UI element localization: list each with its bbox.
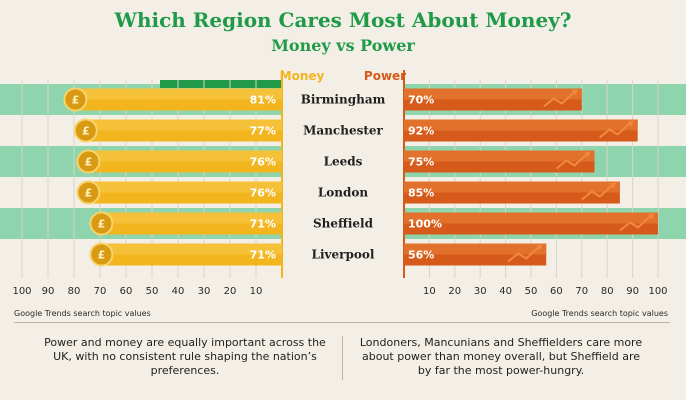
power-value-label: 85% (408, 187, 434, 200)
arrow-up-icon-head (609, 182, 616, 189)
right-axis-tick: 100 (648, 286, 667, 297)
left-axis-tick: 30 (198, 286, 211, 297)
arrow-up-icon-head (584, 151, 591, 158)
money-bar-highlight (84, 181, 283, 193)
city-label: Birmingham (301, 93, 386, 107)
right-axis-tick: 40 (499, 286, 512, 297)
chart-title: Which Region Cares Most About Money? (114, 8, 572, 32)
pound-coin-icon (89, 242, 114, 267)
arrow-up-icon-head (627, 120, 634, 127)
power-bar-highlight (404, 119, 638, 131)
arrow-up-icon (581, 184, 613, 201)
money-vs-power-chart: £ £ £ £ £ £ Money Power 81% 70% Birmingham 77% 92% M… (0, 69, 686, 318)
city-label: Leeds (324, 155, 363, 169)
power-value-label: 75% (408, 156, 434, 169)
arrow-up-icon-head (536, 244, 543, 251)
power-bar-highlight (404, 150, 595, 162)
arrow-up-icon (507, 246, 539, 263)
power-bar-highlight (404, 243, 547, 255)
power-value-label: 92% (408, 125, 434, 138)
city-label: Liverpool (312, 248, 375, 262)
right-axis-tick: 90 (626, 286, 639, 297)
chart-subtitle: Money vs Power (271, 36, 415, 55)
footer-divider (14, 322, 670, 323)
power-bar-highlight (404, 88, 582, 100)
pound-coin-glyph: £ (72, 94, 80, 107)
pound-coin-icon (76, 180, 101, 205)
power-value-label: 100% (408, 218, 442, 231)
right-axis-tick: 20 (448, 286, 461, 297)
footer-text-left: Power and money are equally important ac… (44, 336, 326, 377)
pound-coin-glyph: £ (85, 187, 93, 200)
power-value-label: 70% (408, 94, 434, 107)
right-axis-tick: 10 (423, 286, 436, 297)
arrow-up-icon (543, 91, 575, 108)
left-axis-tick: 20 (224, 286, 237, 297)
pound-coin-glyph: £ (85, 156, 93, 169)
footer (0, 320, 686, 400)
footer-text-right: Londoners, Mancunians and Sheffielders c… (359, 336, 643, 377)
left-axis-tick: 90 (42, 286, 55, 297)
money-bar-highlight (81, 119, 282, 131)
money-bar-highlight (97, 212, 283, 224)
left-axis-label: Google Trends search topic values (14, 309, 151, 318)
right-axis-tick: 80 (601, 286, 614, 297)
left-axis-tick: 10 (250, 286, 263, 297)
pound-coin-icon (89, 211, 114, 236)
right-axis-tick: 60 (550, 286, 563, 297)
power-value-label: 56% (408, 249, 434, 262)
money-legend: Money (280, 69, 325, 83)
right-axis-label: Google Trends search topic values (531, 309, 668, 318)
left-axis-tick: 80 (68, 286, 81, 297)
center-panel (283, 78, 403, 278)
arrow-up-icon (619, 215, 651, 232)
city-label: Sheffield (313, 217, 374, 231)
money-bar-highlight (71, 88, 283, 100)
right-axis-tick: 30 (474, 286, 487, 297)
pound-coin-glyph: £ (98, 249, 106, 262)
money-bar-highlight (84, 150, 283, 162)
left-axis-tick: 70 (94, 286, 107, 297)
pound-coin-glyph: £ (98, 218, 106, 231)
pound-coin-icon (76, 149, 101, 174)
money-value-label: 81% (250, 94, 276, 107)
money-value-label: 76% (250, 156, 276, 169)
pound-coin-icon (63, 87, 88, 112)
left-axis-tick: 100 (12, 286, 31, 297)
left-axis-tick: 60 (120, 286, 133, 297)
power-bar-highlight (404, 212, 658, 224)
money-value-label: 77% (250, 125, 276, 138)
money-bar-highlight (97, 243, 283, 255)
arrow-up-icon-head (571, 89, 578, 96)
pound-coin-icon (73, 118, 98, 143)
city-label: Manchester (303, 124, 383, 138)
arrow-up-icon (555, 153, 588, 170)
footer-separator (342, 336, 343, 380)
power-bar-highlight (404, 181, 620, 193)
money-header-strip (160, 80, 282, 88)
city-label: London (318, 186, 369, 200)
right-axis-tick: 50 (525, 286, 538, 297)
power-legend: Power (364, 69, 406, 83)
arrow-up-icon (599, 122, 631, 139)
money-value-label: 71% (250, 218, 276, 231)
left-axis-tick: 50 (146, 286, 159, 297)
arrow-up-icon-head (648, 213, 654, 220)
left-axis-tick: 40 (172, 286, 185, 297)
money-value-label: 71% (250, 249, 276, 262)
pound-coin-glyph: £ (82, 125, 90, 138)
right-axis-tick: 70 (575, 286, 588, 297)
money-value-label: 76% (250, 187, 276, 200)
